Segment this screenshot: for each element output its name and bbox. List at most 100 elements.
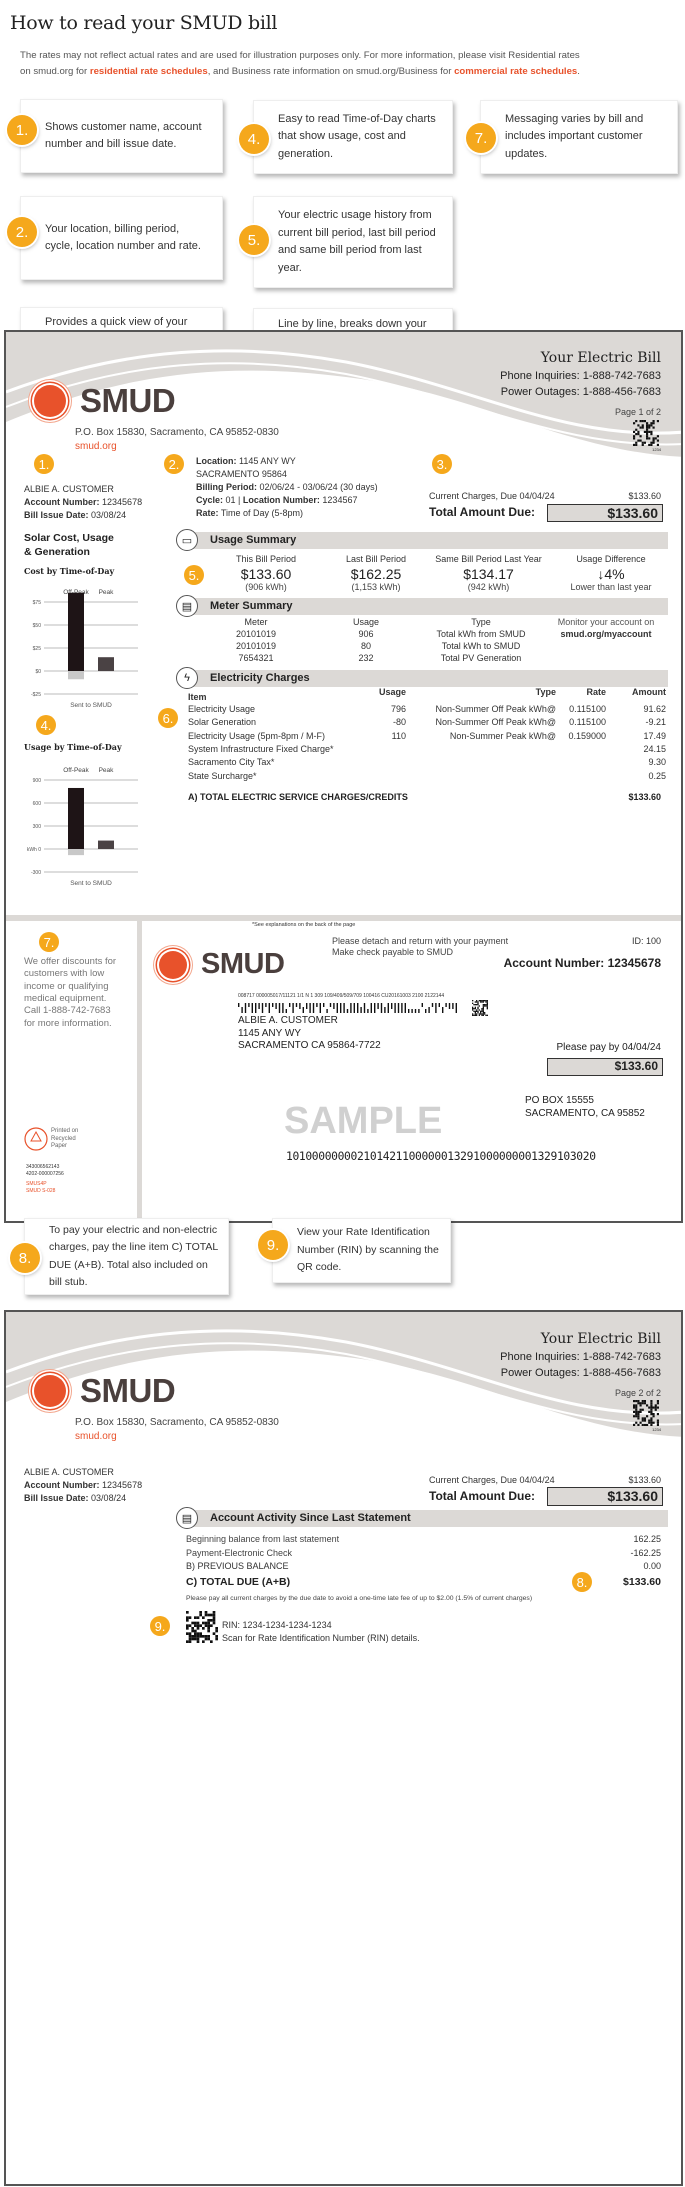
- rate: Rate: Time of Day (5-8pm): [196, 508, 303, 518]
- qr-code-number: 1234: [652, 447, 661, 452]
- qr-module: [188, 1640, 192, 1643]
- barcode-bar: [445, 1003, 447, 1007]
- qr-module: [212, 1621, 216, 1625]
- usage-col-header: Usage: [378, 687, 406, 697]
- qr-module: [643, 441, 646, 444]
- barcode-bar: [377, 1003, 379, 1009]
- usage-by-time-of-day-chart: Off-Peak Peak 900 600 300 kWh 0 -300 Sent to SM…: [27, 767, 138, 887]
- qr-module: [191, 1635, 194, 1638]
- qr-module: [648, 1410, 651, 1413]
- callout-9: View your Rate Identification Number (RI…: [272, 1218, 451, 1283]
- qr-module: [472, 1009, 474, 1011]
- barcode-bar: [370, 1003, 372, 1013]
- qr-module: [637, 430, 640, 433]
- qr-module: [646, 1404, 649, 1407]
- qr-module: [481, 1013, 483, 1015]
- qr-module: [654, 1406, 657, 1409]
- qr-module: [210, 1619, 213, 1622]
- badge-4: 4.: [36, 715, 56, 735]
- residential-rates-link[interactable]: residential rate schedules: [89, 66, 208, 77]
- qr-module: [476, 1001, 478, 1003]
- qr-module: [648, 437, 651, 440]
- intro-text: .: [577, 66, 580, 77]
- label: Location Number:: [242, 495, 320, 505]
- qr-module: [648, 1421, 651, 1424]
- code: SMUS4P: [26, 1181, 47, 1187]
- charge-amount: 0.25: [648, 770, 666, 781]
- barcode-bar: [285, 1009, 287, 1013]
- charge-rate: 0.159000: [568, 730, 606, 741]
- bar-off-peak: [68, 592, 84, 671]
- current-charges-label: Current Charges, Due 04/04/24: [429, 491, 555, 501]
- qr-module: [478, 1005, 480, 1007]
- qr-module: [484, 1012, 486, 1014]
- charge-amount: -9.21: [645, 717, 666, 728]
- charge-item: Electricity Usage (5pm-8pm / M-F): [188, 730, 326, 741]
- qr-module: [212, 1611, 216, 1614]
- intro-line-2: on smud.org for residential rate schedul…: [20, 64, 580, 80]
- qr-module: [643, 1402, 646, 1405]
- qr-module: [474, 1012, 476, 1014]
- qr-module: [215, 1637, 218, 1641]
- barcode-bar: [299, 1003, 301, 1009]
- qr-module: [633, 430, 636, 433]
- qr-module: [482, 1006, 484, 1008]
- qr-module: [215, 1627, 218, 1630]
- myaccount-link[interactable]: smud.org/myaccount: [560, 629, 652, 639]
- qr-module: [481, 1001, 483, 1003]
- smud-website-link[interactable]: smud.org: [75, 1431, 117, 1442]
- qr-module: [191, 1621, 194, 1625]
- qr-module: [656, 1402, 659, 1405]
- location: Location: 1145 ANY WY: [196, 456, 296, 466]
- qr-module: [633, 1406, 636, 1409]
- qr-module: [482, 1013, 484, 1015]
- bar-sent-to-smud: [68, 671, 84, 680]
- usage-col-sub: (1,153 kWh): [351, 582, 401, 592]
- qr-module: [646, 435, 649, 438]
- qr-module: [481, 1008, 483, 1010]
- label: Location:: [196, 456, 237, 466]
- qr-module: [637, 1410, 640, 1413]
- qr-module: [188, 1616, 192, 1619]
- qr-module: [654, 437, 657, 440]
- badge-3: 3.: [432, 454, 452, 474]
- qr-module: [199, 1632, 202, 1635]
- qr-module: [202, 1627, 205, 1630]
- qr-module: [472, 1002, 474, 1004]
- smud-website-link[interactable]: smud.org: [75, 441, 117, 452]
- value: Time of Day (5-8pm): [220, 508, 304, 518]
- charge-amount: 17.49: [643, 730, 666, 741]
- qr-module: [472, 1013, 474, 1015]
- total-due-label: Total Amount Due:: [429, 1489, 535, 1503]
- qr-module: [196, 1616, 200, 1619]
- intro-text: on smud.org for: [20, 66, 90, 77]
- internal-codes: 343006562143 4202-000007256 SMUS4P SMUD S-0…: [26, 1164, 64, 1195]
- qr-module: [480, 1012, 482, 1014]
- qr-module: [639, 1408, 642, 1411]
- qr-module: [476, 1013, 478, 1015]
- qr-module: [643, 1417, 646, 1420]
- rin-qr-code-icon[interactable]: [186, 1611, 218, 1643]
- badge-2: 2.: [164, 454, 184, 474]
- barcode-bar: [367, 1009, 369, 1013]
- address-line: SACRAMENTO, CA 95852: [525, 1108, 645, 1119]
- qr-module: [637, 439, 640, 442]
- usage-col-label: This Bill Period: [235, 554, 297, 564]
- stub-message-line: We offer discounts for: [24, 956, 117, 967]
- qr-module: [215, 1635, 218, 1638]
- code: SMUD S-028: [26, 1188, 56, 1194]
- total-due-ab-amount: $133.60: [623, 1576, 661, 1588]
- location-city: SACRAMENTO 95864: [196, 469, 287, 479]
- qr-module: [652, 439, 655, 442]
- qr-module: [637, 1417, 640, 1420]
- text: Paper: [51, 1143, 68, 1149]
- charge-item: State Surcharge*: [188, 770, 257, 781]
- qr-module: [194, 1632, 197, 1635]
- qr-module: [652, 437, 655, 440]
- charge-usage: -80: [392, 717, 406, 728]
- callout-5: Your electric usage history from current…: [253, 196, 453, 288]
- barcode-bar: [248, 1003, 250, 1007]
- qr-module: [635, 1408, 638, 1411]
- commercial-rates-link[interactable]: commercial rate schedules: [454, 66, 578, 77]
- qr-module: [482, 1010, 484, 1012]
